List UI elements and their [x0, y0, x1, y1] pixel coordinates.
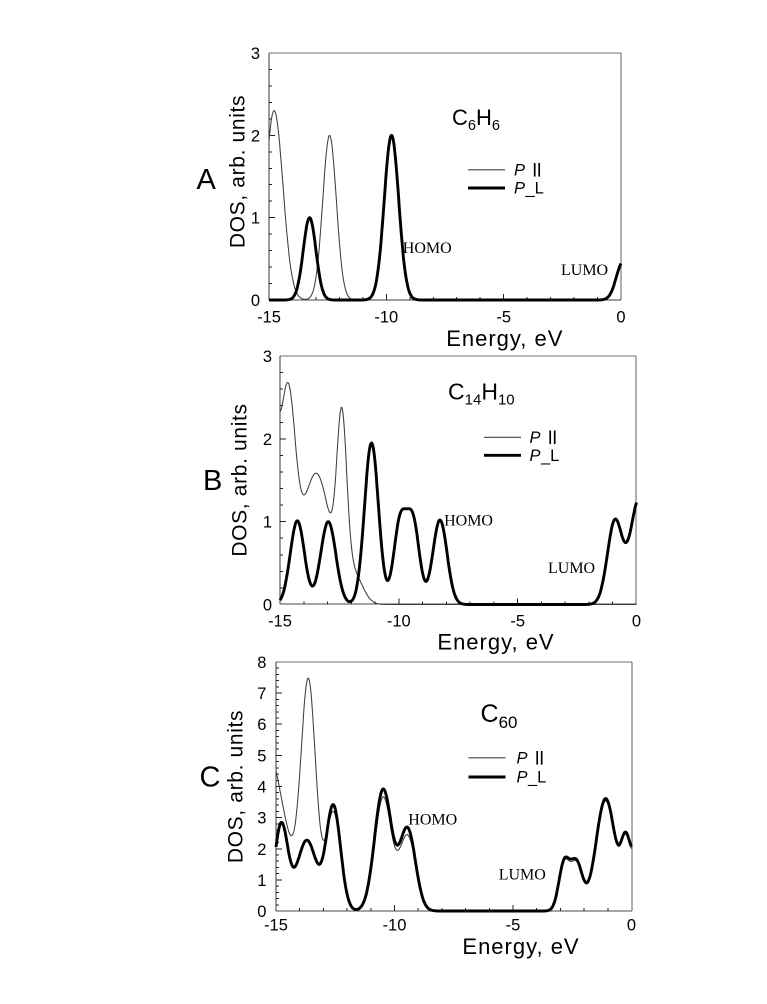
svg-text:0: 0	[616, 309, 625, 327]
svg-text:2: 2	[251, 127, 260, 145]
svg-text:-10: -10	[374, 309, 398, 327]
svg-text:5: 5	[257, 747, 266, 765]
svg-text:4: 4	[257, 779, 266, 797]
svg-text:LUMO: LUMO	[548, 560, 595, 577]
svg-text:0: 0	[263, 597, 272, 615]
svg-text:P: P	[517, 749, 528, 767]
svg-text:_L: _L	[525, 180, 544, 198]
svg-text:8: 8	[257, 654, 266, 672]
svg-text:-10: -10	[383, 916, 407, 934]
svg-text:Energy, eV: Energy, eV	[462, 934, 579, 959]
svg-text:1: 1	[263, 514, 272, 532]
svg-text:-15: -15	[257, 309, 281, 327]
svg-text:HOMO: HOMO	[444, 513, 493, 530]
svg-text:-5: -5	[496, 309, 511, 327]
svg-text:P: P	[530, 429, 541, 447]
svg-text:DOS, arb. units: DOS, arb. units	[227, 95, 250, 248]
svg-text:P: P	[514, 180, 525, 198]
svg-text:DOS, arb. units: DOS, arb. units	[225, 710, 248, 863]
svg-text:1: 1	[251, 210, 260, 228]
svg-text:Energy, eV: Energy, eV	[437, 630, 554, 655]
svg-text:A: A	[197, 164, 217, 196]
svg-text:0: 0	[627, 916, 636, 934]
svg-text:3: 3	[257, 810, 266, 828]
svg-text:Energy, eV: Energy, eV	[446, 326, 563, 351]
svg-text:DOS, arb. units: DOS, arb. units	[229, 403, 252, 556]
svg-text:7: 7	[257, 685, 266, 703]
svg-text:3: 3	[263, 348, 272, 366]
svg-text:B: B	[203, 465, 222, 497]
svg-text:P: P	[514, 161, 525, 179]
svg-text:C: C	[200, 761, 221, 793]
svg-text:0: 0	[632, 612, 641, 630]
svg-text:P: P	[530, 447, 541, 465]
svg-text:6: 6	[257, 716, 266, 734]
svg-text:LUMO: LUMO	[499, 867, 546, 884]
svg-text:-15: -15	[268, 612, 292, 630]
svg-text:1: 1	[257, 872, 266, 890]
svg-text:-15: -15	[264, 916, 288, 934]
svg-text:3: 3	[251, 45, 260, 63]
svg-text:-10: -10	[387, 612, 411, 630]
svg-text:P: P	[517, 769, 528, 787]
svg-text:HOMO: HOMO	[408, 811, 457, 828]
svg-text:_L: _L	[540, 447, 559, 465]
svg-text:2: 2	[263, 431, 272, 449]
svg-text:LUMO: LUMO	[561, 262, 608, 279]
svg-text:0: 0	[257, 903, 266, 921]
svg-text:-5: -5	[510, 612, 525, 630]
svg-text:HOMO: HOMO	[403, 240, 452, 257]
svg-text:_L: _L	[527, 769, 546, 787]
svg-text:0: 0	[251, 292, 260, 310]
svg-text:-5: -5	[506, 916, 521, 934]
svg-text:2: 2	[257, 841, 266, 859]
